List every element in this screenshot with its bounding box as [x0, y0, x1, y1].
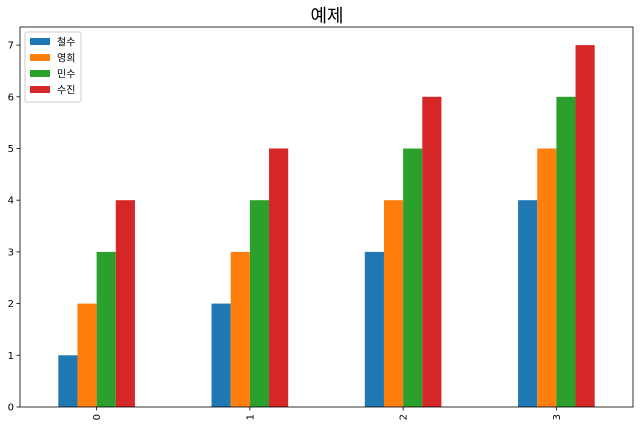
bar-3-3	[575, 45, 595, 407]
y-tick-label-2: 2	[8, 299, 14, 310]
x-tick-label-1: 1	[245, 414, 256, 420]
bar-0-2	[364, 251, 384, 407]
bar-2-1	[249, 200, 270, 407]
y-tick-label-4: 4	[8, 196, 14, 207]
legend-label-2: 민수	[57, 69, 75, 81]
bar-1-0	[77, 303, 97, 407]
bar-1-2	[383, 200, 404, 407]
legend-swatch-0	[30, 38, 50, 45]
legend-label-1: 영희	[57, 53, 75, 65]
bar-2-2	[403, 148, 423, 408]
y-tick-label-6: 6	[8, 92, 14, 103]
y-tick-label-3: 3	[8, 247, 14, 258]
bar-3-0	[115, 200, 135, 407]
legend-swatch-2	[30, 70, 50, 77]
axes-group: 0 1 2 3 4 5 6 7 0 1 2 3	[8, 26, 634, 420]
x-tick-label-3: 3	[552, 414, 563, 420]
legend-label-3: 수진	[57, 85, 75, 97]
bar-1-3	[537, 148, 557, 408]
bar-1-1	[230, 251, 250, 407]
x-tick-label-2: 2	[399, 414, 410, 420]
y-tick-label-7: 7	[8, 41, 14, 52]
legend-swatch-3	[30, 86, 50, 93]
x-tick-label-0: 0	[92, 414, 103, 420]
y-tick-label-1: 1	[8, 351, 14, 362]
bar-3-1	[269, 148, 289, 408]
bar-2-3	[556, 96, 576, 407]
bars-group	[58, 45, 595, 408]
bar-2-0	[96, 251, 116, 407]
bar-0-3	[518, 200, 538, 407]
bar-0-1	[211, 303, 231, 407]
y-tick-label-5: 5	[8, 144, 14, 155]
bar-3-2	[422, 96, 442, 407]
bar-0-0	[58, 355, 78, 407]
legend-label-0: 철수	[57, 37, 75, 49]
axes-frame	[19, 26, 634, 408]
y-tick-label-0: 0	[8, 403, 14, 414]
legend-frame	[24, 31, 82, 103]
legend-swatch-1	[30, 54, 50, 61]
chart-title: 예제	[310, 6, 343, 27]
